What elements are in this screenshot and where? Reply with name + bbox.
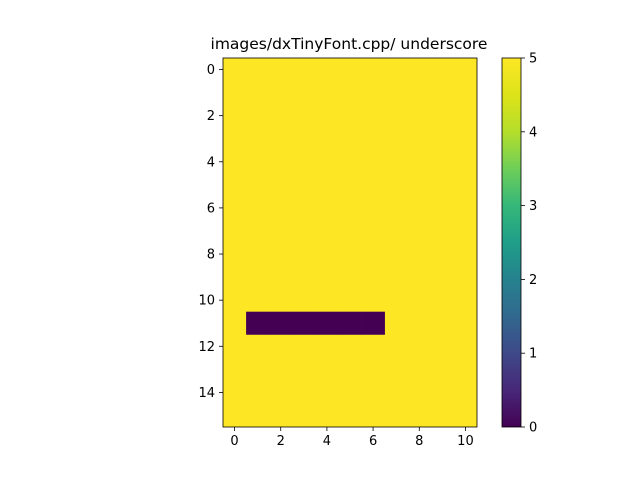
colorbar-gradient	[502, 58, 521, 427]
x-tick-label: 8	[415, 434, 423, 449]
x-tick-label: 10	[457, 434, 474, 449]
y-tick-label: 14	[198, 386, 215, 401]
heatmap-cell	[338, 311, 362, 335]
chart-title: images/dxTinyFont.cpp/ underscore	[211, 35, 488, 53]
heatmap-background-cells	[223, 58, 477, 427]
heatmap-cell	[292, 311, 316, 335]
y-tick-label: 6	[207, 201, 215, 216]
y-tick-label: 4	[207, 155, 215, 170]
x-tick-label: 2	[277, 434, 285, 449]
heatmap-cell	[269, 311, 293, 335]
y-tick-label: 2	[207, 109, 215, 124]
colorbar: 0 1 2 3 4 5	[501, 52, 537, 436]
heatmap-plot-area: 0 2 4 6 8 10 0 2 4 6 8 10 12 14	[198, 57, 478, 449]
y-tick-label: 0	[207, 63, 215, 78]
colorbar-tick-label: 4	[529, 125, 537, 140]
heatmap-cell	[361, 311, 385, 335]
x-tick-label: 0	[230, 434, 238, 449]
y-tick-label: 10	[198, 294, 215, 309]
x-tick-label: 6	[369, 434, 377, 449]
colorbar-tick-label: 2	[529, 273, 537, 288]
plot-frame	[222, 57, 478, 428]
colorbar-tick-label: 0	[529, 421, 537, 436]
x-tick-label: 4	[323, 434, 331, 449]
y-tick-label: 12	[198, 340, 215, 355]
colorbar-tick-label: 1	[529, 347, 537, 362]
colorbar-tick-label: 3	[529, 199, 537, 214]
heatmap-cell	[246, 311, 270, 335]
heatmap-cell	[315, 311, 339, 335]
y-tick-label: 8	[207, 248, 215, 263]
colorbar-tick-label: 5	[529, 52, 537, 67]
colorbar-frame	[501, 57, 522, 428]
